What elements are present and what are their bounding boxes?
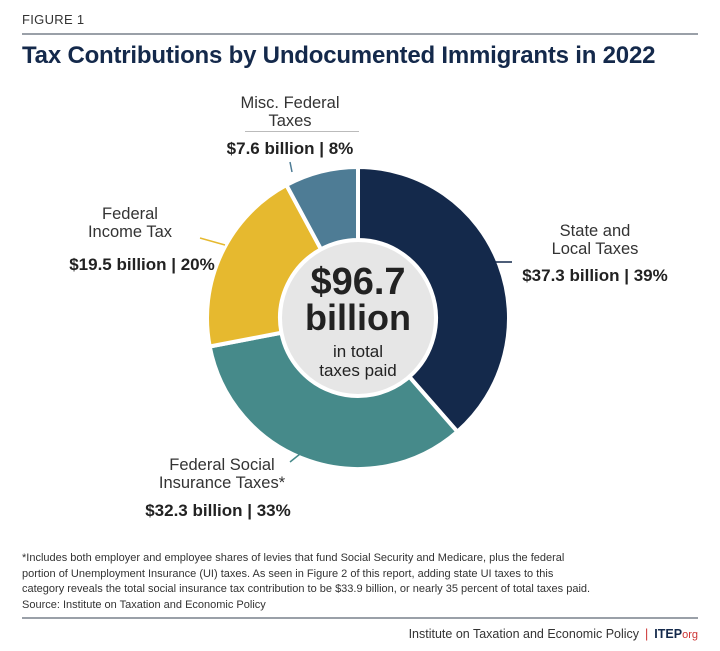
center-circle xyxy=(282,242,434,394)
label-line: State and xyxy=(559,222,631,240)
footer-org-name: Institute on Taxation and Economic Polic… xyxy=(408,627,640,641)
footer-separator: | xyxy=(645,627,649,641)
center-caption-1: in total xyxy=(332,342,384,361)
center-total: $96.7 xyxy=(310,261,406,303)
label-line: Federal xyxy=(102,205,158,223)
footnote-line: category reveals the total social insura… xyxy=(22,583,591,595)
slice-income-tax xyxy=(205,182,324,349)
bottom-rule xyxy=(22,617,698,619)
footnote-line: *Includes both employer and employee sha… xyxy=(22,552,565,564)
value-income-tax: $19.5 billion | 20% xyxy=(69,255,215,274)
footnote: *Includes both employer and employee sha… xyxy=(22,551,702,613)
center-caption-2: taxes paid xyxy=(319,361,397,380)
slice-misc-federal xyxy=(283,164,360,253)
footer: Institute on Taxation and Economic Polic… xyxy=(409,627,698,641)
label-line: Local Taxes xyxy=(551,240,639,258)
value-misc-federal: $7.6 billion | 8% xyxy=(226,139,354,158)
donut-chart xyxy=(199,161,512,471)
label-line: Federal Social xyxy=(169,456,275,474)
figure-label: FIGURE 1 xyxy=(22,12,85,27)
top-rule xyxy=(22,33,698,35)
label-social-insurance: Federal Social Insurance Taxes* xyxy=(122,456,322,492)
source-line: Source: Institute on Taxation and Econom… xyxy=(22,598,266,611)
leader-line-misc-federal xyxy=(289,161,293,173)
value-state-local: $37.3 billion | 39% xyxy=(522,266,668,285)
leader-line-income-tax xyxy=(199,237,226,246)
value-social-insurance: $32.3 billion | 33% xyxy=(145,501,291,520)
chart-title: Tax Contributions by Undocumented Immigr… xyxy=(22,42,656,69)
label-line: Insurance Taxes* xyxy=(158,474,286,492)
label-state-local: State and Local Taxes xyxy=(495,222,695,258)
itep-logo: ITEP xyxy=(654,627,683,641)
slice-social-insurance xyxy=(207,330,461,471)
label-income-tax: Federal Income Tax xyxy=(30,205,230,241)
itep-logo-suffix: org xyxy=(682,629,698,641)
label-misc-federal: Misc. Federal Taxes xyxy=(200,94,380,130)
label-divider xyxy=(245,131,359,132)
label-line: Misc. Federal xyxy=(240,94,340,112)
leader-line-social-insurance xyxy=(289,453,301,463)
label-line: Taxes xyxy=(268,112,312,130)
label-line: Income Tax xyxy=(87,223,173,241)
slice-state-local xyxy=(356,164,511,435)
footnote-line: portion of Unemployment Insurance (UI) t… xyxy=(22,567,554,580)
center-unit: billion xyxy=(305,297,411,338)
